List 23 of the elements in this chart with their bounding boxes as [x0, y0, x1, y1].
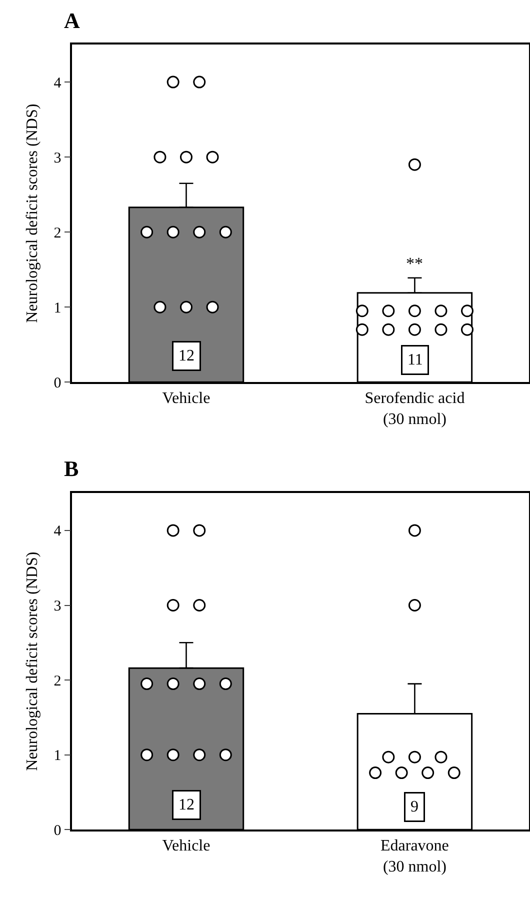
y-tick-label: 4 — [54, 75, 62, 92]
data-label: ** — [406, 254, 423, 273]
x-tick-label: Edaravone (30 nmol) — [380, 838, 449, 876]
chart-title: A — [64, 8, 80, 33]
y-tick-label: 3 — [54, 150, 62, 166]
y-tick-label: 2 — [54, 673, 62, 690]
annotation: 12 — [178, 796, 194, 814]
y-axis-title: Neurological deficit scores (NDS) — [24, 104, 42, 323]
y-tick-label: 1 — [54, 300, 62, 316]
annotation: 11 — [408, 352, 423, 368]
chart-title: B — [64, 456, 79, 481]
annotation: 9 — [410, 798, 418, 816]
annotation: 12 — [178, 348, 194, 364]
x-tick-label: Vehicle — [162, 390, 210, 408]
x-tick-label: Serofendic acid (30 nmol) — [364, 390, 465, 428]
y-tick-label: 3 — [54, 598, 62, 614]
y-tick-label: 4 — [54, 524, 62, 540]
y-tick-label: 0 — [54, 375, 62, 392]
y-tick-label: 0 — [54, 822, 62, 839]
x-tick-label: Vehicle — [162, 838, 210, 855]
y-axis-title: Neurological deficit scores (NDS) — [24, 552, 42, 771]
y-tick-label: 1 — [54, 748, 62, 764]
y-tick-label: 2 — [54, 225, 62, 242]
